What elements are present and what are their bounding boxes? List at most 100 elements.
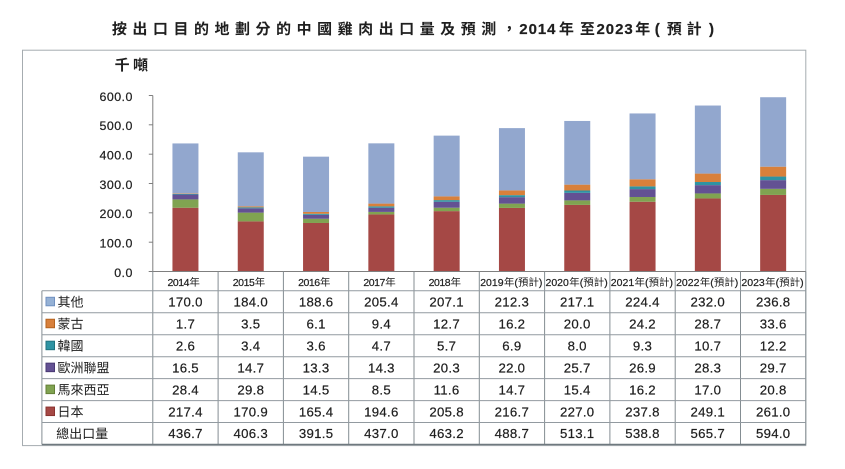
svg-text:29.7: 29.7 xyxy=(760,360,787,375)
svg-text:188.6: 188.6 xyxy=(299,295,334,310)
svg-text:33.6: 33.6 xyxy=(760,316,787,331)
svg-text:6.1: 6.1 xyxy=(306,316,325,331)
svg-text:): ) xyxy=(539,277,543,289)
svg-text:22.0: 22.0 xyxy=(498,360,525,375)
svg-text:194.6: 194.6 xyxy=(364,404,399,419)
svg-text:300.0: 300.0 xyxy=(100,178,133,192)
svg-text:212.3: 212.3 xyxy=(495,295,530,310)
svg-text:28.3: 28.3 xyxy=(694,360,721,375)
svg-text:2022: 2022 xyxy=(676,277,700,289)
svg-text:28.7: 28.7 xyxy=(694,316,721,331)
svg-text:488.7: 488.7 xyxy=(495,426,530,441)
svg-text:2016: 2016 xyxy=(298,277,320,289)
svg-text:20.0: 20.0 xyxy=(564,316,591,331)
svg-text:4.7: 4.7 xyxy=(372,338,391,353)
svg-text:13.3: 13.3 xyxy=(303,360,330,375)
svg-text:200.0: 200.0 xyxy=(100,207,133,221)
svg-text:12.7: 12.7 xyxy=(433,316,460,331)
svg-text:25.7: 25.7 xyxy=(564,360,591,375)
svg-text:400.0: 400.0 xyxy=(100,149,133,163)
svg-text:100.0: 100.0 xyxy=(100,237,133,251)
svg-text:9.3: 9.3 xyxy=(633,338,652,353)
svg-text:165.4: 165.4 xyxy=(299,404,334,419)
svg-text:463.2: 463.2 xyxy=(429,426,464,441)
svg-text:216.7: 216.7 xyxy=(495,404,530,419)
svg-text:2023: 2023 xyxy=(597,21,634,38)
svg-text:205.8: 205.8 xyxy=(429,404,464,419)
svg-text:594.0: 594.0 xyxy=(756,426,791,441)
svg-text:2023: 2023 xyxy=(741,277,765,289)
svg-text:11.6: 11.6 xyxy=(434,382,460,397)
svg-text:16.5: 16.5 xyxy=(172,360,199,375)
svg-text:217.1: 217.1 xyxy=(560,295,595,310)
svg-text:24.2: 24.2 xyxy=(629,316,656,331)
svg-text:391.5: 391.5 xyxy=(299,426,334,441)
svg-text:8.5: 8.5 xyxy=(372,382,391,397)
svg-text:28.4: 28.4 xyxy=(172,382,199,397)
svg-text:(: ( xyxy=(645,277,649,289)
svg-text:500.0: 500.0 xyxy=(100,119,133,133)
svg-text:2014: 2014 xyxy=(519,21,556,38)
svg-text:10.7: 10.7 xyxy=(694,338,721,353)
svg-text:): ) xyxy=(604,277,608,289)
svg-text:2014: 2014 xyxy=(168,277,190,289)
svg-text:2019: 2019 xyxy=(480,277,504,289)
svg-text:538.8: 538.8 xyxy=(625,426,660,441)
svg-text:14.5: 14.5 xyxy=(303,382,330,397)
svg-text:16.2: 16.2 xyxy=(498,316,525,331)
svg-text:249.1: 249.1 xyxy=(691,404,726,419)
svg-text:(: ( xyxy=(776,277,780,289)
svg-text:437.0: 437.0 xyxy=(364,426,399,441)
svg-text:14.7: 14.7 xyxy=(498,382,525,397)
svg-text:14.3: 14.3 xyxy=(368,360,395,375)
svg-text:227.0: 227.0 xyxy=(560,404,595,419)
svg-text:2015: 2015 xyxy=(233,277,255,289)
svg-text:): ) xyxy=(670,277,674,289)
svg-text:0.0: 0.0 xyxy=(114,266,133,280)
svg-text:12.2: 12.2 xyxy=(760,338,787,353)
svg-text:232.0: 232.0 xyxy=(691,295,726,310)
svg-text:2021: 2021 xyxy=(611,277,635,289)
svg-text:3.4: 3.4 xyxy=(241,338,260,353)
svg-text:9.4: 9.4 xyxy=(372,316,391,331)
svg-text:6.9: 6.9 xyxy=(502,338,521,353)
svg-text:26.9: 26.9 xyxy=(629,360,656,375)
svg-text:3.5: 3.5 xyxy=(241,316,260,331)
svg-text:): ) xyxy=(800,277,804,289)
svg-text:15.4: 15.4 xyxy=(564,382,591,397)
svg-text:236.8: 236.8 xyxy=(756,295,791,310)
svg-text:29.8: 29.8 xyxy=(237,382,264,397)
svg-text:3.6: 3.6 xyxy=(306,338,325,353)
svg-text:2017: 2017 xyxy=(363,277,385,289)
svg-text:1.7: 1.7 xyxy=(176,316,195,331)
svg-text:2020: 2020 xyxy=(546,277,570,289)
svg-text:14.7: 14.7 xyxy=(237,360,264,375)
svg-text:(: ( xyxy=(710,277,714,289)
svg-text:17.0: 17.0 xyxy=(694,382,721,397)
svg-text:2.6: 2.6 xyxy=(176,338,195,353)
svg-text:170.9: 170.9 xyxy=(234,404,269,419)
svg-text:16.2: 16.2 xyxy=(629,382,656,397)
svg-text:(: ( xyxy=(655,21,660,38)
svg-text:217.4: 217.4 xyxy=(168,404,203,419)
svg-text:261.0: 261.0 xyxy=(756,404,791,419)
svg-text:(: ( xyxy=(514,277,518,289)
svg-text:205.4: 205.4 xyxy=(364,295,399,310)
svg-text:184.0: 184.0 xyxy=(234,295,269,310)
svg-text:513.1: 513.1 xyxy=(560,426,595,441)
svg-text:237.8: 237.8 xyxy=(625,404,660,419)
svg-text:): ) xyxy=(735,277,739,289)
svg-text:207.1: 207.1 xyxy=(429,295,464,310)
svg-text:565.7: 565.7 xyxy=(691,426,726,441)
svg-text:): ) xyxy=(709,21,714,38)
svg-text:224.4: 224.4 xyxy=(625,295,660,310)
svg-text:2018: 2018 xyxy=(429,277,451,289)
svg-text:20.3: 20.3 xyxy=(433,360,460,375)
svg-text:170.0: 170.0 xyxy=(168,295,203,310)
svg-text:406.3: 406.3 xyxy=(234,426,269,441)
svg-text:5.7: 5.7 xyxy=(437,338,456,353)
svg-text:(: ( xyxy=(580,277,584,289)
svg-text:20.8: 20.8 xyxy=(760,382,787,397)
svg-text:436.7: 436.7 xyxy=(168,426,203,441)
svg-text:600.0: 600.0 xyxy=(100,90,133,104)
